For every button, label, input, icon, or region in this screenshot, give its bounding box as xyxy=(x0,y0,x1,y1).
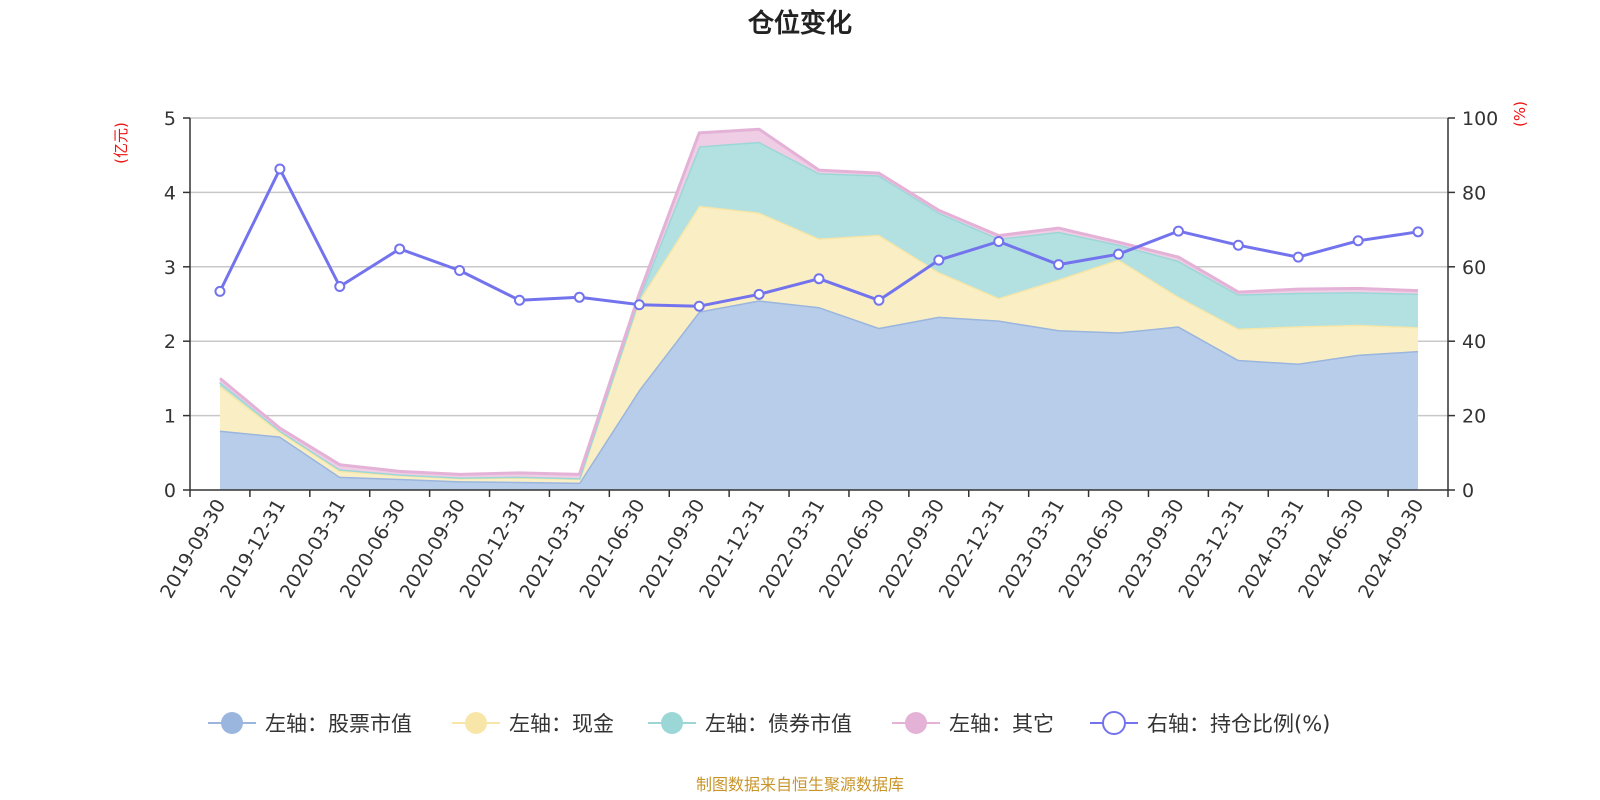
right-axis-unit: (%) xyxy=(1511,101,1529,127)
ratio-point xyxy=(1292,251,1304,263)
ratio-point xyxy=(933,254,945,266)
area-series xyxy=(219,127,1419,490)
left-tick-label: 3 xyxy=(164,257,176,279)
ratio-point xyxy=(1412,226,1424,238)
chart-title: 仓位变化 xyxy=(747,8,852,39)
left-tick-label: 2 xyxy=(164,331,176,353)
ratio-point xyxy=(633,299,645,311)
legend-swatch-marker xyxy=(465,712,487,734)
ratio-point xyxy=(873,294,885,306)
right-tick-label: 100 xyxy=(1462,108,1498,130)
legend-label: 左轴：其它 xyxy=(949,712,1054,736)
ratio-point xyxy=(1113,248,1125,260)
position-ratio-series xyxy=(214,163,1424,312)
ratio-point xyxy=(1352,235,1364,247)
ratio-point xyxy=(573,291,585,303)
area-edge-3 xyxy=(219,127,1419,476)
legend: 左轴：股票市值 左轴：现金 左轴：债券市值 左轴：其它 右轴：持仓比例(%) xyxy=(208,711,1330,736)
legend-label: 左轴：股票市值 xyxy=(265,712,412,736)
ratio-point xyxy=(753,288,765,300)
right-tick-label: 20 xyxy=(1462,406,1486,428)
ratio-point xyxy=(513,294,525,306)
legend-label: 右轴：持仓比例(%) xyxy=(1147,712,1330,736)
left-axis-unit: (亿元) xyxy=(112,122,130,164)
area-band-2 xyxy=(220,141,1418,479)
legend-swatch-marker xyxy=(221,712,243,734)
ratio-point xyxy=(394,243,406,255)
ratio-point xyxy=(1172,225,1184,237)
right-tick-label: 60 xyxy=(1462,257,1486,279)
area-band-1 xyxy=(220,205,1418,483)
ratio-point xyxy=(334,281,346,293)
left-tick-label: 0 xyxy=(164,480,176,502)
area-band-0 xyxy=(220,300,1418,490)
ratio-point xyxy=(1232,239,1244,251)
ratio-point xyxy=(813,273,825,285)
legend-swatch-marker xyxy=(661,712,683,734)
ratio-point xyxy=(214,285,226,297)
left-tick-label: 4 xyxy=(164,182,176,204)
data-source-note: 制图数据来自恒生聚源数据库 xyxy=(696,775,904,794)
ratio-point xyxy=(993,236,1005,248)
ratio-point xyxy=(274,163,286,175)
left-tick-label: 1 xyxy=(164,406,176,428)
ratio-point xyxy=(454,265,466,277)
legend-label: 左轴：债券市值 xyxy=(705,712,852,736)
legend-swatch-marker xyxy=(1102,711,1126,735)
right-tick-label: 40 xyxy=(1462,331,1486,353)
left-tick-label: 5 xyxy=(164,108,176,130)
ratio-point xyxy=(693,300,705,312)
legend-swatch-marker xyxy=(905,712,927,734)
right-tick-label: 80 xyxy=(1462,182,1486,204)
ratio-point xyxy=(1053,259,1065,271)
legend-label: 左轴：现金 xyxy=(509,712,614,736)
right-tick-label: 0 xyxy=(1462,480,1474,502)
